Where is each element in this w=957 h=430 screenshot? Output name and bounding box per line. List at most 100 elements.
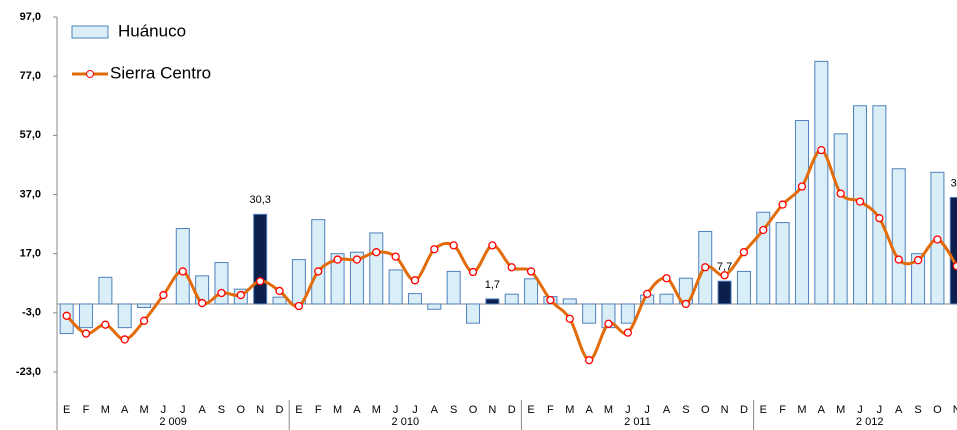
data-label: 7,7 xyxy=(717,261,732,273)
bar xyxy=(524,278,539,305)
marker xyxy=(101,320,110,329)
x-tick-label: J xyxy=(625,404,631,416)
bar xyxy=(504,293,519,305)
y-tick-label: 57,0 xyxy=(20,129,41,141)
x-tick-label: N xyxy=(488,404,496,416)
marker xyxy=(797,182,807,191)
x-tick-label: E xyxy=(295,404,302,416)
x-tick-label: J xyxy=(857,404,863,416)
x-tick-label: S xyxy=(218,404,225,416)
marker xyxy=(604,319,613,328)
marker xyxy=(662,274,671,283)
x-tick-label: F xyxy=(547,404,554,416)
bar xyxy=(79,303,94,329)
group-label: 2 010 xyxy=(392,416,420,428)
bar xyxy=(949,196,957,305)
x-tick-label: O xyxy=(701,404,710,416)
x-tick-label: F xyxy=(83,404,90,416)
group-label: 2 012 xyxy=(856,416,884,428)
bar xyxy=(427,303,442,310)
x-tick-label: D xyxy=(508,404,516,416)
marker xyxy=(81,329,91,338)
bar xyxy=(311,219,326,305)
y-tick-label: -23,0 xyxy=(16,366,41,378)
marker xyxy=(352,255,362,264)
marker xyxy=(333,255,342,264)
x-tick-label: D xyxy=(740,404,748,416)
marker xyxy=(836,189,845,198)
bar xyxy=(98,276,113,305)
x-tick-label: M xyxy=(797,404,806,416)
marker xyxy=(565,314,574,323)
marker xyxy=(623,328,632,337)
y-tick-label: 77,0 xyxy=(20,70,41,82)
bar xyxy=(911,253,926,305)
marker xyxy=(643,289,652,299)
marker xyxy=(120,335,129,344)
marker xyxy=(778,200,787,209)
bar xyxy=(620,303,635,324)
x-tick-label: M xyxy=(565,404,574,416)
x-tick-label: J xyxy=(393,404,399,416)
marker xyxy=(855,197,865,206)
x-tick-label: S xyxy=(450,404,457,416)
marker xyxy=(759,225,768,235)
data-label: 30,3 xyxy=(249,194,270,206)
marker xyxy=(314,267,323,276)
marker xyxy=(294,301,304,311)
bar xyxy=(253,213,268,305)
legend-swatch xyxy=(86,70,94,78)
legend-swatch xyxy=(71,25,109,39)
y-tick-label: 37,0 xyxy=(20,188,41,200)
bar xyxy=(446,270,461,305)
bar xyxy=(717,280,732,305)
bar xyxy=(814,60,829,305)
x-tick-label: M xyxy=(372,404,381,416)
x-tick-label: A xyxy=(198,404,206,416)
x-tick-label: J xyxy=(877,404,883,416)
x-tick-label: A xyxy=(663,404,671,416)
marker xyxy=(875,214,884,223)
marker xyxy=(952,261,957,271)
x-tick-label: A xyxy=(121,404,129,416)
group-label: 2 009 xyxy=(159,416,187,428)
bar xyxy=(891,168,906,305)
x-tick-label: J xyxy=(644,404,650,416)
x-tick-label: M xyxy=(836,404,845,416)
bar xyxy=(137,303,152,309)
x-tick-label: J xyxy=(180,404,186,416)
x-tick-label: M xyxy=(333,404,342,416)
bar xyxy=(117,303,132,329)
x-tick-label: E xyxy=(63,404,70,416)
marker xyxy=(449,241,458,250)
marker xyxy=(256,277,265,286)
marker xyxy=(894,255,903,264)
marker xyxy=(584,356,594,365)
marker xyxy=(410,276,420,285)
x-tick-label: N xyxy=(953,404,957,416)
x-tick-label: A xyxy=(895,404,903,416)
marker xyxy=(430,245,439,254)
marker xyxy=(159,290,168,300)
marker xyxy=(62,311,71,320)
legend-label: Huánuco xyxy=(118,21,186,40)
bar xyxy=(485,298,500,305)
bar xyxy=(833,133,848,305)
x-tick-label: M xyxy=(139,404,148,416)
x-tick-label: M xyxy=(101,404,110,416)
marker xyxy=(391,252,400,261)
marker xyxy=(178,267,187,276)
x-tick-label: D xyxy=(276,404,284,416)
x-tick-label: A xyxy=(353,404,361,416)
data-label: 1,7 xyxy=(485,279,500,291)
marker xyxy=(701,263,710,272)
marker xyxy=(507,263,516,272)
marker xyxy=(372,248,381,257)
group-label: 2 011 xyxy=(624,416,651,428)
marker xyxy=(933,235,942,244)
bar xyxy=(775,222,790,305)
x-tick-label: J xyxy=(161,404,167,416)
bar xyxy=(349,251,364,305)
marker xyxy=(139,316,149,325)
